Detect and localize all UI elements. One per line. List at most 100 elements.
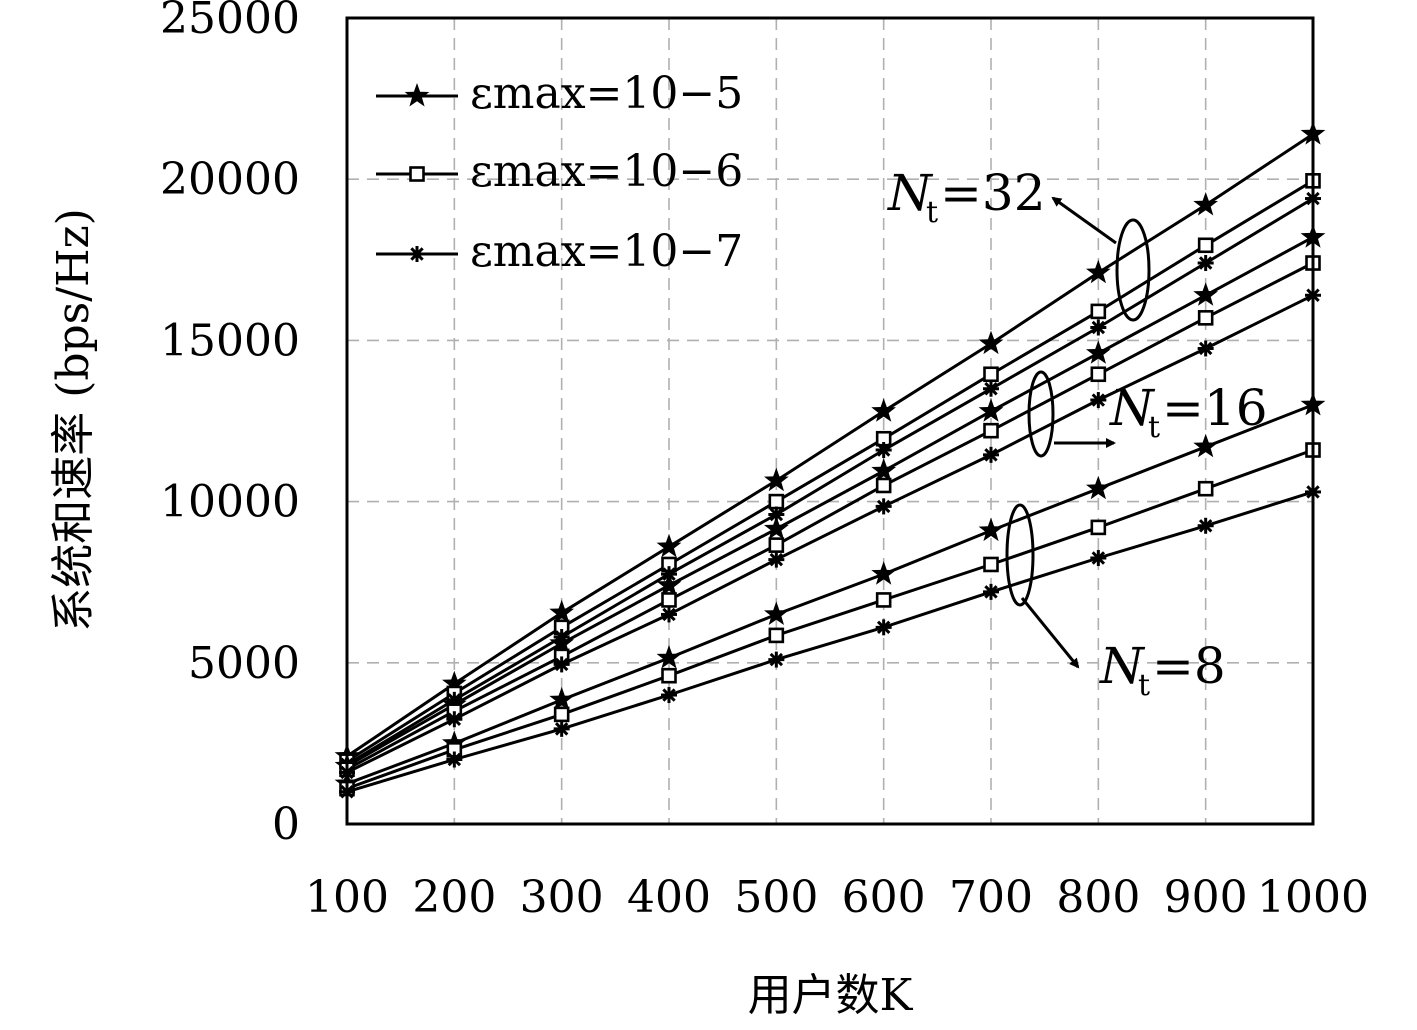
data-point bbox=[1197, 480, 1214, 497]
group-ellipse bbox=[1005, 503, 1035, 607]
annotation-label: =32 bbox=[940, 164, 1046, 222]
group-ellipse bbox=[1027, 370, 1055, 458]
data-point bbox=[983, 380, 999, 397]
series-nt-8-asterisk bbox=[339, 483, 1321, 800]
legend: εmax=10−5 εmax=10−6 εmax=10−7 bbox=[376, 68, 743, 277]
series-line bbox=[346, 490, 1314, 794]
series-line bbox=[346, 403, 1314, 786]
data-point bbox=[764, 467, 789, 492]
y-tick-label: 25000 bbox=[160, 0, 300, 44]
annotation-symbol: N bbox=[887, 164, 934, 222]
data-point bbox=[983, 422, 999, 439]
legend-asterisk-icon bbox=[409, 246, 425, 262]
series-layer bbox=[334, 121, 1326, 800]
data-point bbox=[1197, 340, 1214, 357]
annotation-subscript: t bbox=[926, 195, 938, 230]
data-point bbox=[446, 751, 463, 768]
series-nt-32-square bbox=[339, 173, 1321, 769]
data-point bbox=[764, 601, 789, 625]
data-point bbox=[553, 706, 570, 723]
data-point bbox=[549, 686, 574, 711]
y-tick-label: 5000 bbox=[188, 638, 300, 689]
data-point bbox=[1193, 433, 1218, 458]
x-axis-label: 用户数K bbox=[748, 970, 914, 1021]
annotation-nt-16: N t =16 bbox=[1027, 370, 1268, 458]
data-point bbox=[983, 366, 999, 383]
y-tick-label: 0 bbox=[272, 799, 300, 850]
data-point bbox=[1197, 237, 1214, 254]
annotation-symbol: N bbox=[1109, 379, 1156, 437]
group-ellipse bbox=[1115, 218, 1151, 322]
legend-item-1: εmax=10−5 bbox=[376, 68, 743, 119]
data-point bbox=[661, 592, 677, 608]
data-point bbox=[875, 592, 892, 608]
x-tick-label: 900 bbox=[1164, 872, 1248, 923]
series-line bbox=[346, 448, 1314, 790]
data-point bbox=[1197, 310, 1214, 326]
data-point bbox=[978, 517, 1004, 542]
data-point bbox=[1193, 192, 1218, 216]
data-point bbox=[661, 606, 677, 623]
data-point bbox=[656, 572, 682, 596]
data-point bbox=[1197, 517, 1214, 534]
data-point bbox=[656, 533, 682, 558]
x-tick-label: 200 bbox=[412, 872, 496, 923]
data-point bbox=[871, 458, 896, 482]
data-point bbox=[1086, 340, 1111, 364]
x-tick-label: 400 bbox=[627, 872, 711, 923]
series-line bbox=[346, 293, 1314, 774]
annotation-subscript: t bbox=[1138, 668, 1150, 703]
series-line bbox=[346, 179, 1314, 763]
legend-label: εmax=10−5 bbox=[470, 68, 743, 119]
x-tick-label: 300 bbox=[520, 872, 604, 923]
data-point bbox=[446, 711, 463, 728]
annotation-symbol: N bbox=[1099, 637, 1146, 695]
x-tick-label: 800 bbox=[1056, 872, 1140, 923]
x-tick-label: 600 bbox=[842, 872, 926, 923]
annotation-label: =8 bbox=[1152, 637, 1226, 695]
data-point bbox=[1090, 550, 1107, 567]
data-point bbox=[661, 687, 677, 704]
y-tick-labels: 0 5000 10000 15000 20000 25000 bbox=[160, 0, 300, 850]
data-point bbox=[983, 583, 999, 600]
data-point bbox=[549, 630, 574, 654]
data-point bbox=[768, 493, 785, 510]
x-tick-label: 1000 bbox=[1257, 872, 1369, 923]
x-tick-label: 700 bbox=[949, 872, 1033, 923]
legend-item-2: εmax=10−6 bbox=[376, 146, 743, 197]
data-point bbox=[1090, 392, 1107, 409]
data-point bbox=[764, 516, 789, 540]
series-line bbox=[346, 261, 1314, 771]
legend-label: εmax=10−6 bbox=[470, 146, 743, 197]
arrow-icon bbox=[1051, 196, 1117, 245]
data-point bbox=[768, 537, 785, 553]
data-point bbox=[875, 498, 892, 515]
data-point bbox=[1090, 319, 1107, 336]
data-point bbox=[656, 645, 682, 669]
data-point bbox=[978, 398, 1004, 422]
series-nt-8-square bbox=[339, 442, 1321, 797]
y-tick-label: 15000 bbox=[160, 315, 300, 366]
legend-star-icon bbox=[404, 83, 430, 107]
data-point bbox=[1086, 475, 1111, 500]
data-point bbox=[661, 667, 677, 684]
series-nt-16-square bbox=[339, 255, 1321, 777]
annotation-nt-8: N t =8 bbox=[1005, 503, 1226, 703]
square-marker-icon bbox=[409, 166, 425, 182]
data-point bbox=[768, 651, 785, 668]
x-tick-label: 500 bbox=[734, 872, 818, 923]
legend-label: εmax=10−7 bbox=[470, 226, 743, 277]
data-point bbox=[871, 398, 896, 422]
series-line bbox=[346, 197, 1314, 766]
legend-square-icon bbox=[409, 166, 425, 182]
data-point bbox=[875, 477, 892, 494]
data-point bbox=[871, 561, 896, 585]
series-nt-8-star bbox=[334, 391, 1326, 795]
data-point bbox=[768, 551, 785, 568]
plot-frame bbox=[345, 16, 1315, 826]
data-point bbox=[875, 619, 892, 636]
data-point bbox=[1197, 255, 1214, 272]
annotation-nt-32: N t =32 bbox=[887, 164, 1151, 322]
asterisk-marker-icon bbox=[409, 246, 425, 262]
